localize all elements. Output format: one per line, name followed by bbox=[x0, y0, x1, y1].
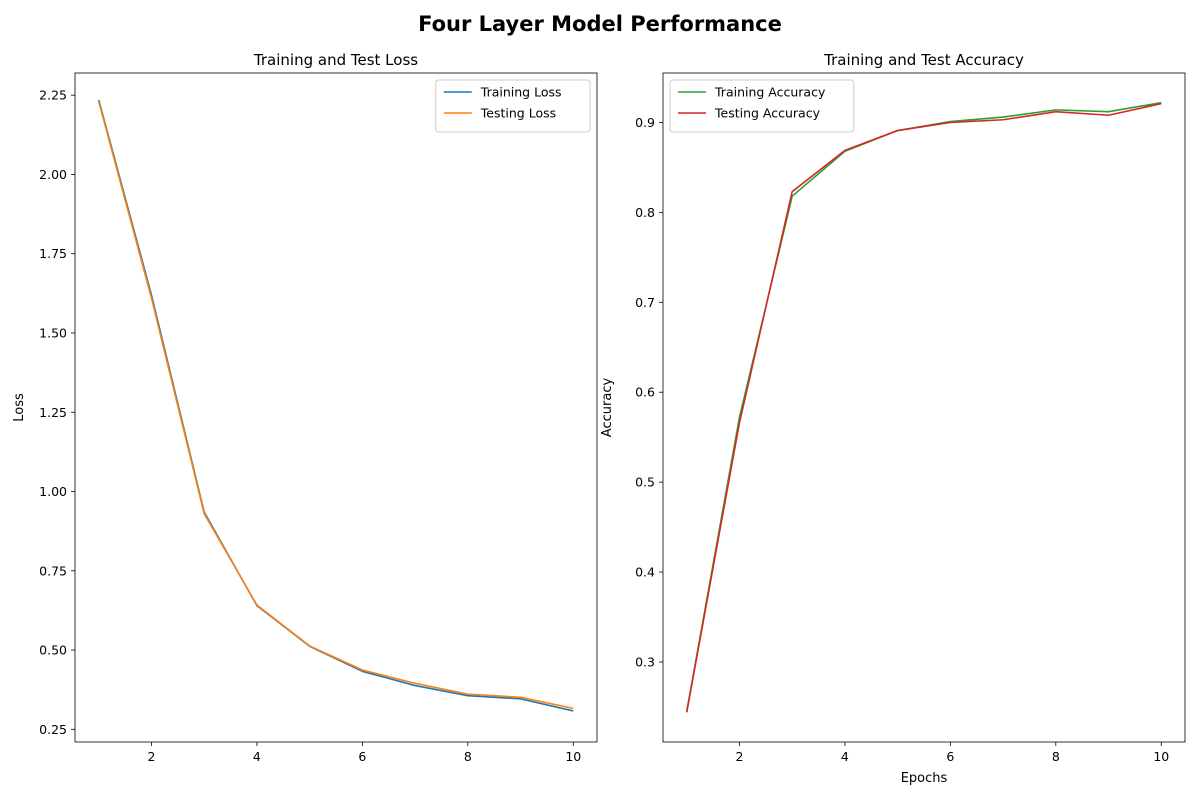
subplot-title: Training and Test Loss bbox=[253, 51, 418, 69]
plot-frame bbox=[662, 72, 1186, 743]
y-tick-label: 1.75 bbox=[39, 246, 67, 261]
legend-box bbox=[669, 79, 855, 133]
y-tick-label: 1.25 bbox=[39, 405, 67, 420]
y-tick-label: 0.75 bbox=[39, 563, 67, 578]
x-tick-label: 2 bbox=[147, 749, 155, 764]
series-line-testing-loss bbox=[97, 101, 574, 710]
y-tick-label: 2.25 bbox=[39, 88, 67, 103]
y-tick-label: 0.5 bbox=[635, 475, 655, 490]
x-tick-label: 10 bbox=[1153, 749, 1169, 764]
subplot-2: Training and Test Accuracy 2 4 6 8 10 0.3 0.4 0.… bbox=[600, 51, 1186, 786]
y-tick-label: 0.3 bbox=[635, 654, 655, 669]
y-tick-label: 0.6 bbox=[635, 385, 655, 400]
legend-label: Training Loss bbox=[480, 85, 562, 100]
legend-label: Testing Loss bbox=[480, 106, 556, 121]
y-tick-label: 0.50 bbox=[39, 643, 67, 658]
legend: Training Accuracy Testing Accuracy bbox=[669, 79, 855, 133]
subplot-title: Training and Test Accuracy bbox=[823, 51, 1024, 69]
y-tick-label: 0.4 bbox=[635, 565, 655, 580]
y-tick-label: 0.8 bbox=[635, 205, 655, 220]
x-tick-label: 4 bbox=[841, 749, 849, 764]
figure-title: Four Layer Model Performance bbox=[418, 12, 782, 36]
series-line-training-accuracy bbox=[685, 101, 1162, 712]
x-tick-label: 8 bbox=[1052, 749, 1060, 764]
legend-box bbox=[435, 79, 591, 133]
y-axis-label: Loss bbox=[12, 393, 27, 422]
series-line-testing-accuracy bbox=[685, 102, 1162, 713]
legend-label: Training Accuracy bbox=[714, 85, 826, 100]
legend-label: Testing Accuracy bbox=[714, 106, 821, 121]
x-axis-label: Epochs bbox=[901, 771, 948, 786]
y-tick-label: 0.7 bbox=[635, 295, 655, 310]
y-tick-label: 1.50 bbox=[39, 325, 67, 340]
x-tick-label: 8 bbox=[464, 749, 472, 764]
y-axis-label: Accuracy bbox=[600, 378, 615, 438]
x-tick-label: 2 bbox=[735, 749, 743, 764]
y-tick-label: 1.00 bbox=[39, 484, 67, 499]
plot-frame bbox=[74, 72, 598, 743]
x-tick-label: 4 bbox=[253, 749, 261, 764]
legend: Training Loss Testing Loss bbox=[435, 79, 591, 133]
x-tick-label: 6 bbox=[358, 749, 366, 764]
x-tick-label: 10 bbox=[565, 749, 581, 764]
subplot-1: Training and Test Loss 2 4 6 8 10 0.25 0.50 0.75… bbox=[12, 51, 598, 764]
series-line-training-loss bbox=[97, 99, 574, 712]
x-tick-label: 6 bbox=[946, 749, 954, 764]
y-tick-label: 0.9 bbox=[635, 115, 655, 130]
y-tick-label: 0.25 bbox=[39, 722, 67, 737]
y-tick-label: 2.00 bbox=[39, 167, 67, 182]
